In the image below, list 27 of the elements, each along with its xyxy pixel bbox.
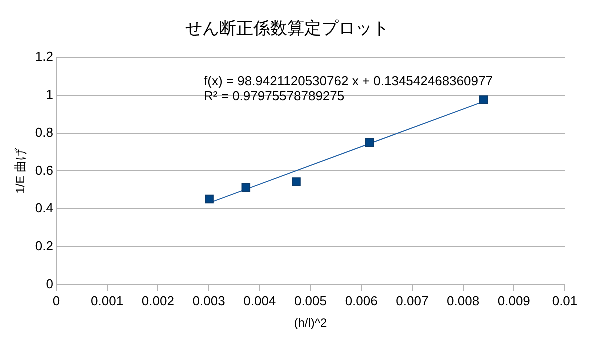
point [479,96,488,104]
y-tick-label: 0.4 [35,200,54,216]
annotation: f(x) = 98.9421120530762 x + 0.134542468360977 [204,74,493,89]
annotation: R² = 0.97975578789275 [204,88,345,104]
y-tick-label: 1.2 [35,48,54,64]
point [365,138,374,147]
x-tick-label: 0.007 [396,293,429,308]
x-tick-label: 0.001 [91,293,124,308]
x-tick-label: 0.004 [244,293,276,308]
y-axis-title: 1/E 曲げ [14,148,28,194]
x-tick-label: 0.008 [447,293,480,308]
x-tick-label: 0.003 [192,293,226,308]
y-tick-label: 0.6 [35,162,54,178]
point [205,194,214,204]
x-tick-label: 0.01 [552,293,578,308]
point [292,178,301,186]
x-tick-label: 0.006 [345,293,378,308]
y-tick-label: 1 [46,86,54,102]
x-axis-title: (h/l)^2 [294,316,328,330]
x-tick-label: 0.002 [142,293,174,308]
x-tick-label: 0.009 [498,293,530,308]
y-tick-label: 0.8 [35,124,54,140]
chart-title: せん断正係数算定プロット [186,18,390,38]
y-tick-label: 0.2 [35,238,54,254]
point [242,183,251,192]
x-tick-label: 0.005 [294,293,328,308]
y-tick-label: 0 [46,276,54,292]
